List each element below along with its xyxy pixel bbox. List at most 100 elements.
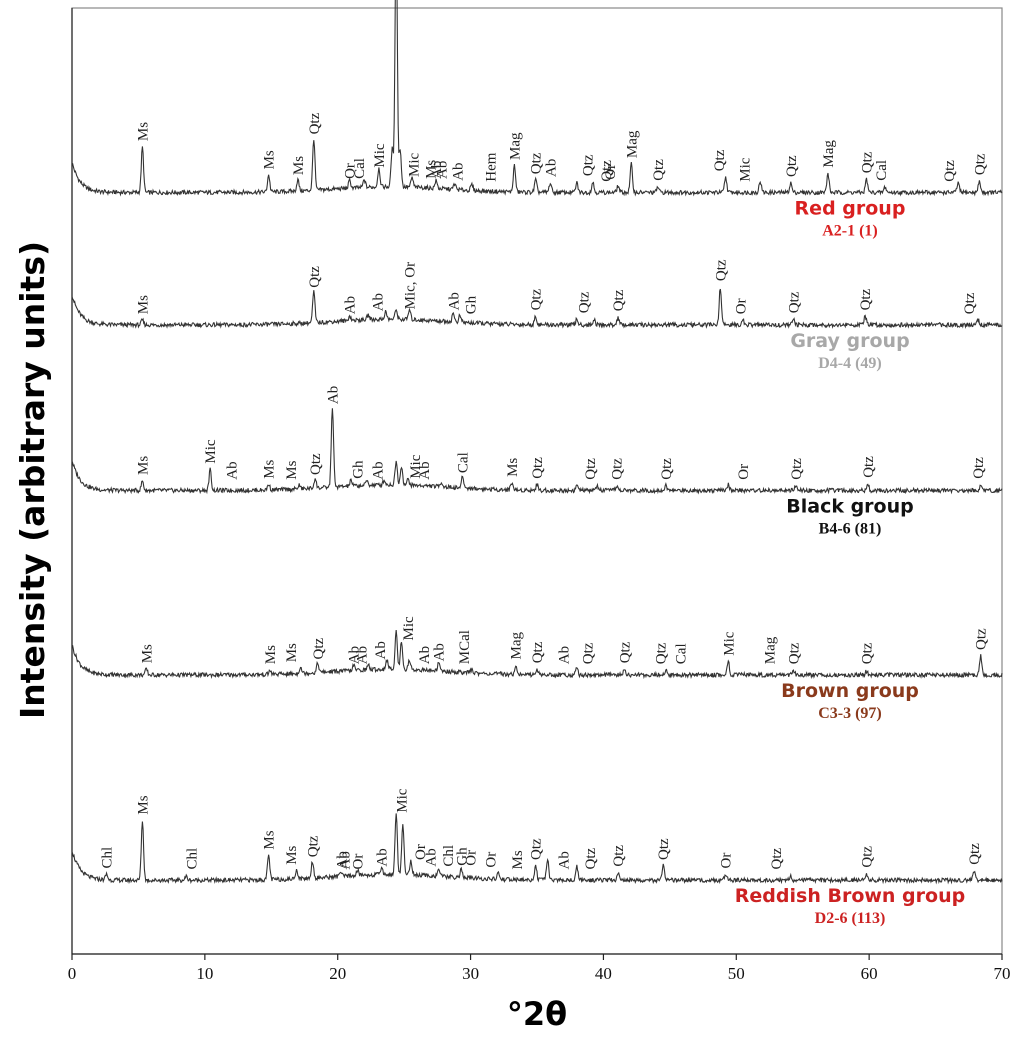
- peak-label: Ms: [424, 160, 440, 179]
- x-tick-label: 60: [861, 964, 878, 983]
- peak-label: Or: [484, 852, 500, 868]
- xrd-pattern-2: [71, 408, 1003, 495]
- x-axis-title: °2θ: [507, 995, 567, 1033]
- peak-label: Or: [351, 854, 367, 870]
- peak-label: Ab: [373, 641, 389, 659]
- peak-label: Or: [719, 853, 735, 869]
- y-axis-title: Intensity (arbitrary units): [13, 241, 52, 719]
- peak-label: Qtz: [972, 153, 988, 175]
- peak-label: Qtz: [529, 288, 545, 310]
- peak-label: Qtz: [967, 843, 983, 865]
- peak-label: Ms: [262, 830, 278, 849]
- peak-label: Ms: [505, 458, 521, 477]
- peak-label: Or: [736, 464, 752, 480]
- peak-label: Ab: [432, 643, 448, 661]
- peak-label: Qtz: [656, 838, 672, 860]
- peak-label: Gh: [351, 460, 367, 479]
- peak-label: Qtz: [307, 266, 323, 288]
- peak-label: Ab: [557, 851, 573, 869]
- peak-label: Mic: [203, 439, 219, 464]
- peak-label: Ab: [434, 161, 450, 179]
- peak-label: Ab: [557, 646, 573, 664]
- peak-label: Qtz: [651, 159, 667, 181]
- peak-label: Mic: [401, 616, 417, 641]
- peak-label: Qtz: [307, 112, 323, 134]
- peak-label: Ms: [135, 122, 151, 141]
- peak-label: MCal: [457, 630, 473, 664]
- peak-label: Mic: [372, 143, 388, 168]
- peak-label: Qtz: [530, 457, 546, 479]
- peak-label: Qtz: [974, 628, 990, 650]
- peak-label: Qtz: [583, 848, 599, 870]
- peak-label: Ms: [262, 150, 278, 169]
- peak-label: Qtz: [769, 848, 785, 870]
- peak-label: Ab: [337, 851, 353, 869]
- peak-label: Mag: [509, 632, 525, 660]
- peak-label: Mic, Or: [403, 262, 419, 310]
- xrd-pattern-3: [71, 629, 1003, 680]
- peak-label: Mic: [737, 157, 753, 182]
- peak-label: Or: [413, 844, 429, 860]
- peak-label: Gh: [454, 847, 470, 866]
- peak-label: Chl: [100, 847, 116, 869]
- peak-label: Ms: [135, 795, 151, 814]
- x-tick-label: 70: [994, 964, 1011, 983]
- peak-label: Ms: [262, 459, 278, 478]
- peak-label: Qtz: [861, 456, 877, 478]
- peak-label: Cal: [352, 158, 368, 179]
- peak-label: Ab: [450, 162, 466, 180]
- peak-label: Ab: [371, 461, 387, 479]
- peak-label: Qtz: [306, 835, 322, 857]
- series-name: Black group: [786, 495, 913, 517]
- peak-label: Ab: [343, 296, 359, 314]
- peak-label: Ab: [446, 292, 462, 310]
- peak-label: Ab: [417, 646, 433, 664]
- peak-label: Qtz: [712, 149, 728, 171]
- peak-label: Qtz: [971, 457, 987, 479]
- peak-label: Or: [733, 298, 749, 314]
- peak-label: Chl: [185, 848, 201, 870]
- peak-label: Ab: [543, 159, 559, 177]
- peak-label: Qtz: [786, 642, 802, 664]
- peak-label: Qtz: [308, 453, 324, 475]
- peak-label: Qtz: [611, 845, 627, 867]
- peak-label: Or: [603, 164, 619, 180]
- peak-label: Ms: [263, 645, 279, 664]
- peak-label: Qtz: [860, 642, 876, 664]
- series-name: Gray group: [790, 330, 909, 352]
- peak-label: Mag: [821, 140, 837, 168]
- x-tick-label: 40: [595, 964, 612, 983]
- peak-label: Ab: [224, 461, 240, 479]
- peak-label: Qtz: [784, 155, 800, 177]
- peak-label: Ab: [424, 848, 440, 866]
- peak-label: Ms: [139, 644, 155, 663]
- peak-label: Qtz: [529, 838, 545, 860]
- peak-label: Qtz: [611, 289, 627, 311]
- series-sample-id: A2-1 (1): [822, 222, 878, 239]
- x-tick-label: 50: [728, 964, 745, 983]
- peak-label: Hem: [484, 152, 500, 181]
- peak-label: Mag: [763, 636, 779, 664]
- series-sample-id: B4-6 (81): [819, 520, 882, 537]
- peak-label: Ms: [291, 156, 307, 175]
- peak-label: Ab: [325, 386, 341, 404]
- peak-label: Qtz: [577, 291, 593, 313]
- peak-label: Ab: [335, 851, 351, 869]
- series-sample-id: D4-4 (49): [818, 355, 882, 372]
- peak-label: Mic: [408, 454, 424, 479]
- peak-label: Qtz: [860, 846, 876, 868]
- peak-label: Qtz: [599, 160, 615, 182]
- series-sample-id: C3-3 (97): [818, 705, 882, 722]
- peak-label: Mag: [507, 132, 523, 160]
- x-tick-label: 30: [462, 964, 479, 983]
- peak-label: Qtz: [618, 641, 634, 663]
- peak-label: Chl: [441, 845, 457, 867]
- peak-label: Qtz: [581, 154, 597, 176]
- peak-label: Gh: [464, 295, 480, 314]
- peak-label: Ab: [371, 293, 387, 311]
- peak-label: Ms: [284, 460, 300, 479]
- peak-label: Qtz: [786, 291, 802, 313]
- series-name: Red group: [795, 197, 906, 219]
- peak-label: Ms: [510, 850, 526, 869]
